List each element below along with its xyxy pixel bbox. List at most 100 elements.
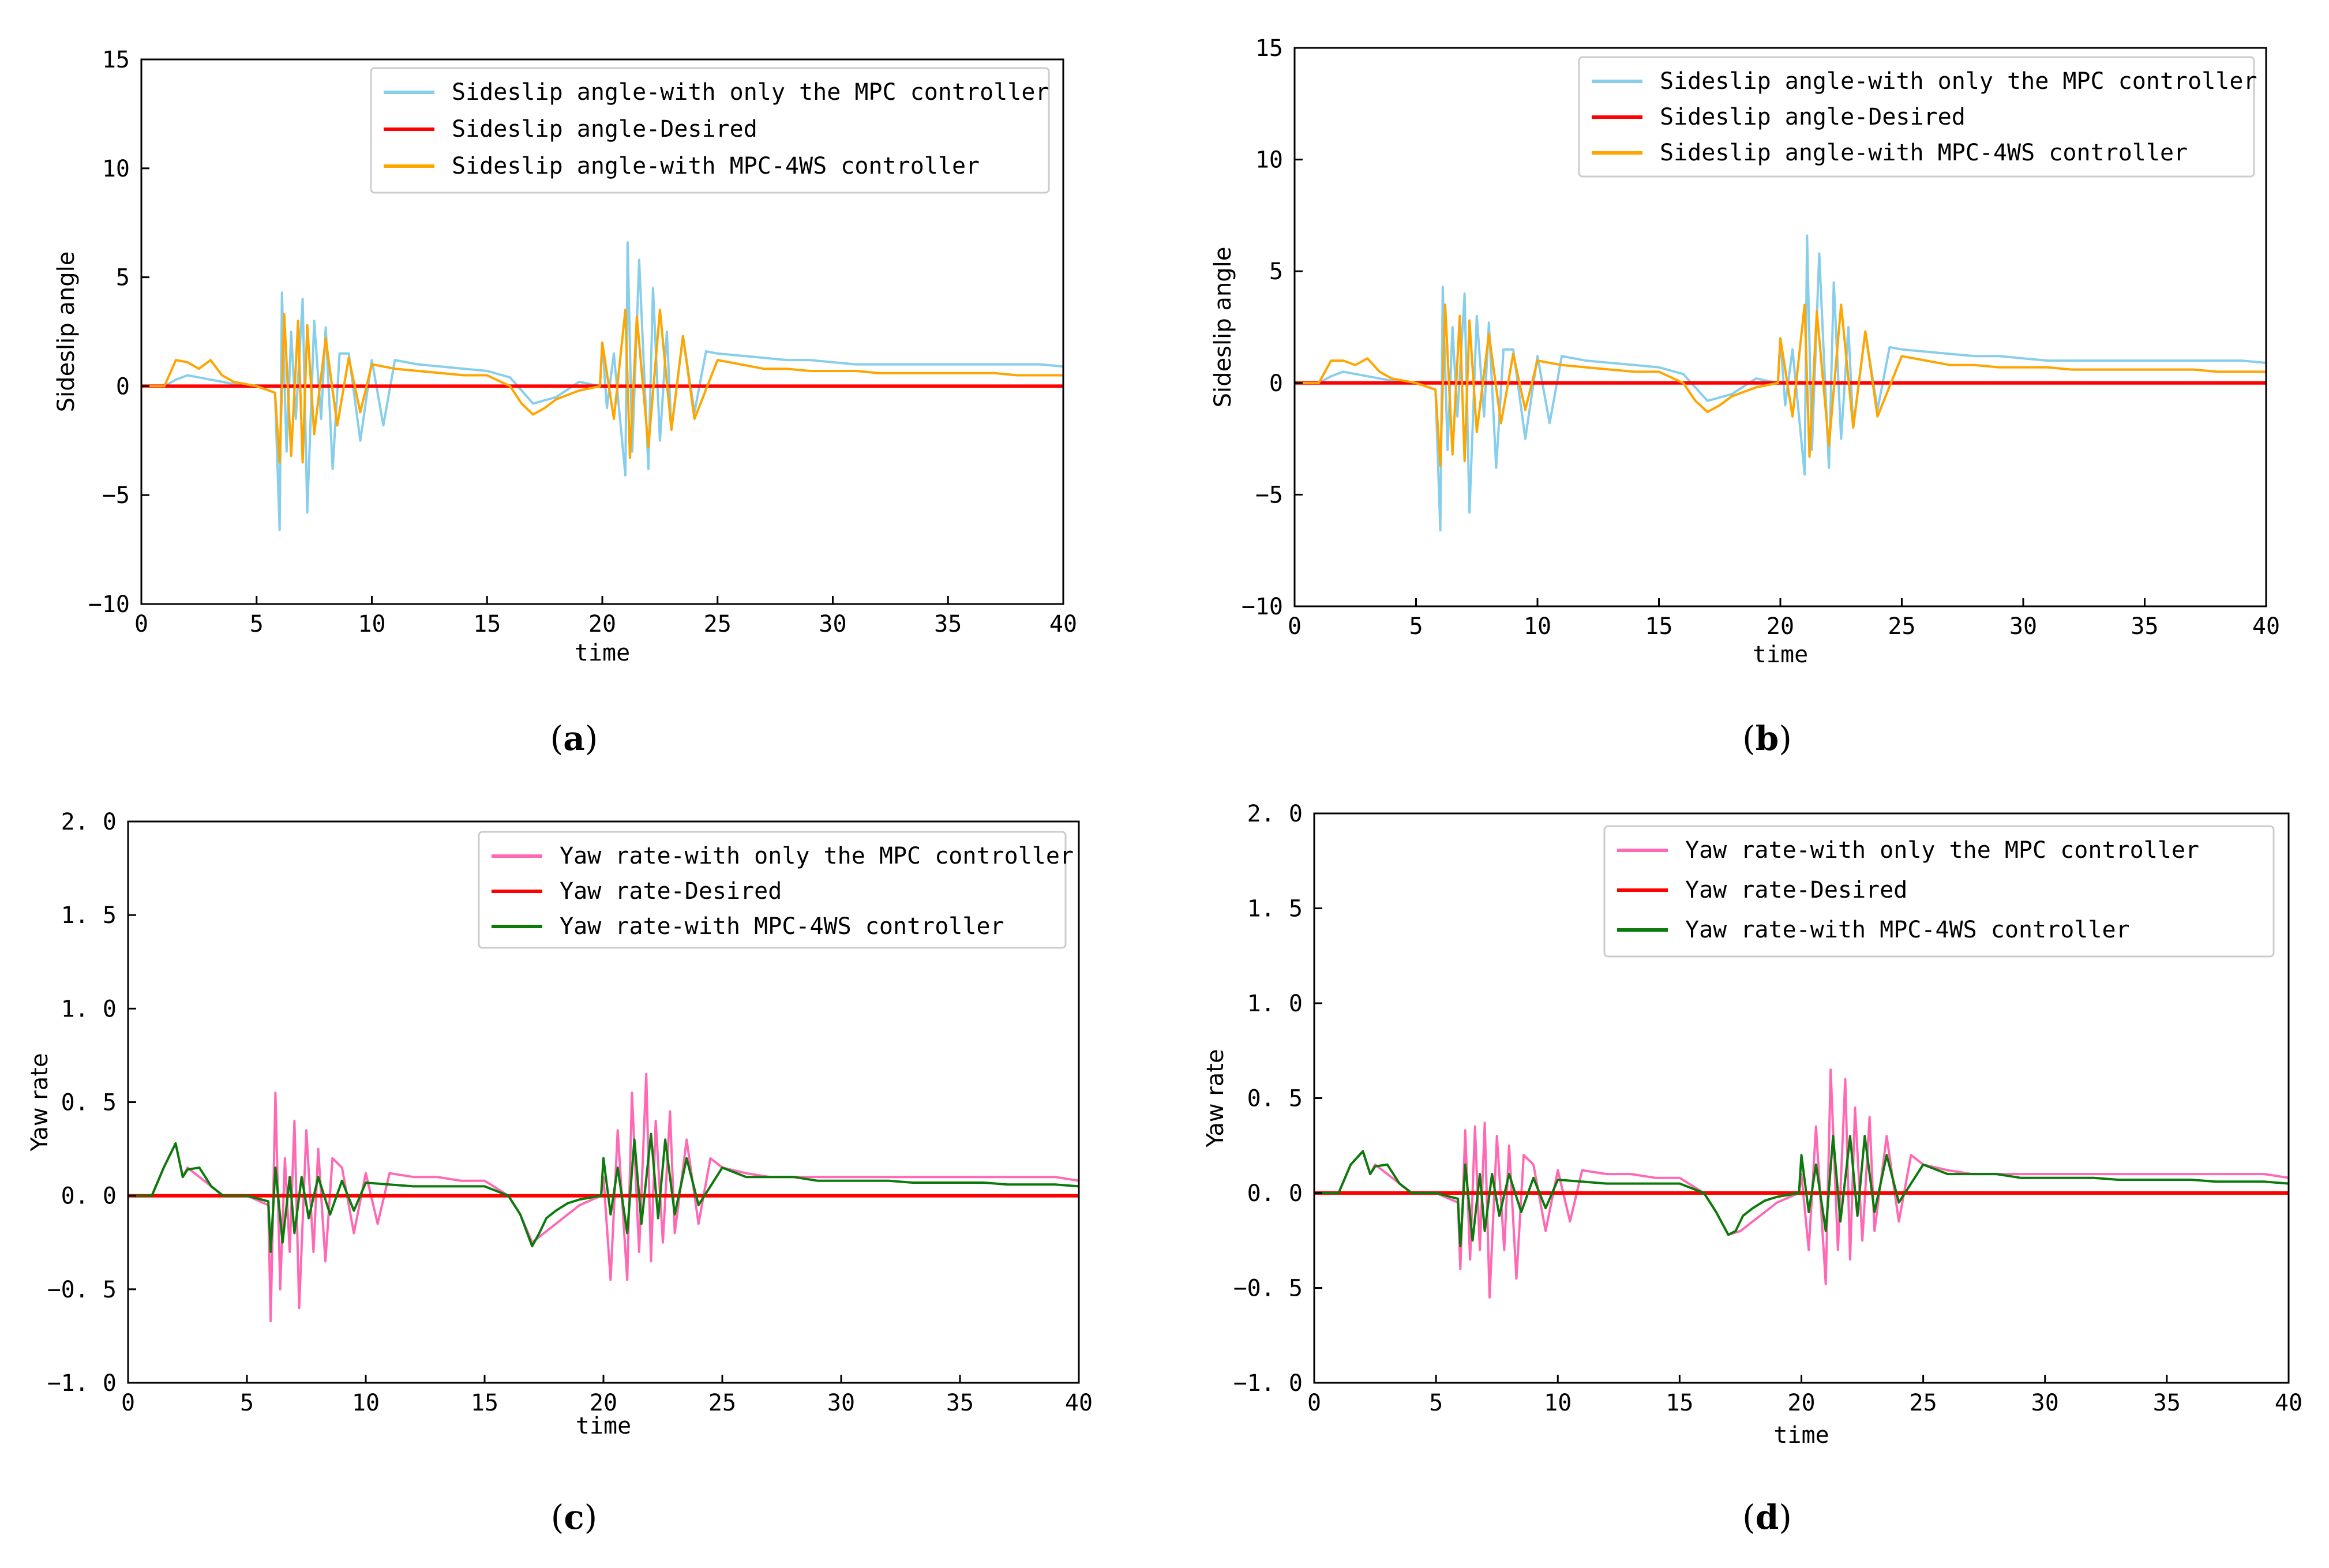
chart-panel-c: 0 5 10 15 20 25 30 35 40 2. 0 1. 5 1. 0 0. 5 0. 0 −0. … bbox=[27, 809, 1093, 1537]
x-tick-label: 35 bbox=[2131, 613, 2158, 640]
legend-box bbox=[370, 67, 1050, 194]
series-line-3 bbox=[1295, 303, 2266, 467]
y-tick-label: 0. 0 bbox=[1247, 1180, 1303, 1207]
legend-label: Yaw rate-Desired bbox=[1685, 877, 1907, 903]
x-tick-label: 40 bbox=[1065, 1390, 1093, 1416]
x-tick-label: 25 bbox=[704, 611, 732, 637]
y-tick-label: 1. 5 bbox=[61, 902, 117, 929]
legend-label: Sideslip angle-with only the MPC control… bbox=[452, 79, 1049, 106]
y-tick-label: −5 bbox=[102, 482, 130, 509]
x-tick-label: 25 bbox=[1910, 1390, 1937, 1416]
legend-label: Sideslip angle-with MPC-4WS controller bbox=[1660, 140, 2188, 166]
legend-label: Sideslip angle-with only the MPC control… bbox=[1660, 68, 2257, 95]
y-axis-label: Yaw rate bbox=[27, 1053, 53, 1151]
legend-label: Yaw rate-with only the MPC controller bbox=[560, 843, 1074, 869]
legend: Sideslip angle-with only the MPC control… bbox=[1578, 56, 2257, 178]
chart-panel-b: 0 5 10 15 20 25 30 35 40 15 10 5 0 −5 −10 time Sideslip … bbox=[1210, 35, 2280, 758]
x-tick-label: 20 bbox=[588, 611, 616, 637]
x-tick-label: 35 bbox=[946, 1390, 974, 1416]
x-tick-label: 35 bbox=[2153, 1390, 2181, 1416]
x-tick-label: 10 bbox=[358, 611, 385, 637]
legend-label: Yaw rate-with MPC-4WS controller bbox=[1685, 917, 2130, 943]
legend: Yaw rate-with only the MPC controller Yaw… bbox=[1603, 825, 2275, 958]
x-tick-label: 30 bbox=[819, 611, 846, 637]
y-tick-label: −10 bbox=[88, 591, 130, 618]
panel-caption: (c) bbox=[551, 1498, 598, 1537]
x-tick-label: 0 bbox=[121, 1390, 135, 1416]
x-tick-label: 5 bbox=[1429, 1390, 1443, 1416]
series-line-1 bbox=[141, 241, 1063, 531]
y-tick-label: 2. 0 bbox=[61, 809, 117, 835]
legend-label: Yaw rate-with only the MPC controller bbox=[1685, 837, 2199, 864]
chart-panel-d: 0 5 10 15 20 25 30 35 40 2. 0 1. 5 1. 0 0. 5 0. 0 −0. … bbox=[1202, 801, 2302, 1537]
x-axis-label: time bbox=[575, 640, 630, 666]
series-line-3 bbox=[1314, 1135, 2289, 1248]
x-tick-label: 0 bbox=[1288, 613, 1302, 640]
y-tick-label: −1. 0 bbox=[47, 1370, 117, 1397]
legend-box bbox=[1603, 825, 2275, 958]
series-line-3 bbox=[128, 1132, 1079, 1253]
y-tick-label: 1. 0 bbox=[1247, 991, 1303, 1017]
series-line-1 bbox=[1295, 234, 2266, 532]
y-tick-label: 10 bbox=[1255, 147, 1283, 174]
y-tick-label: 1. 0 bbox=[61, 996, 117, 1022]
y-tick-label: −1. 0 bbox=[1233, 1370, 1303, 1397]
legend: Yaw rate-with only the MPC controller Yaw… bbox=[478, 831, 1074, 949]
legend-label: Sideslip angle-Desired bbox=[1660, 104, 1966, 130]
panel-caption-letter: a bbox=[563, 719, 585, 758]
legend-label: Sideslip angle-Desired bbox=[452, 116, 757, 142]
y-tick-label: −10 bbox=[1242, 594, 1283, 620]
series-line-1 bbox=[128, 1072, 1079, 1322]
x-tick-label: 5 bbox=[1409, 613, 1423, 640]
y-tick-label: 0 bbox=[1269, 370, 1283, 397]
x-tick-label: 20 bbox=[1767, 613, 1794, 640]
x-tick-label: 15 bbox=[471, 1390, 498, 1416]
y-tick-label: 5 bbox=[1269, 258, 1283, 285]
x-tick-label: 30 bbox=[2031, 1390, 2059, 1416]
x-tick-label: 30 bbox=[2009, 613, 2037, 640]
x-tick-label: 25 bbox=[1888, 613, 1915, 640]
y-tick-label: 0. 5 bbox=[61, 1090, 117, 1116]
x-tick-label: 10 bbox=[1544, 1390, 1572, 1416]
x-tick-label: 15 bbox=[1645, 613, 1672, 640]
x-tick-label: 20 bbox=[1787, 1390, 1815, 1416]
panel-caption: (a) bbox=[550, 719, 598, 758]
x-tick-label: 0 bbox=[134, 611, 148, 637]
y-tick-label: 10 bbox=[102, 156, 130, 182]
legend-label: Yaw rate-Desired bbox=[560, 878, 782, 905]
y-tick-label: 1. 5 bbox=[1247, 896, 1303, 922]
y-tick-label: 15 bbox=[102, 47, 130, 73]
legend-label: Sideslip angle-with MPC-4WS controller bbox=[452, 153, 980, 179]
y-tick-label: 2. 0 bbox=[1247, 801, 1303, 827]
x-tick-label: 40 bbox=[1049, 611, 1077, 637]
x-tick-label: 5 bbox=[240, 1390, 254, 1416]
series-line-3 bbox=[141, 309, 1063, 464]
x-tick-label: 15 bbox=[1666, 1390, 1693, 1416]
x-tick-label: 20 bbox=[590, 1390, 617, 1416]
y-tick-label: −0. 5 bbox=[1233, 1276, 1303, 1302]
y-axis-label: Sideslip angle bbox=[1210, 247, 1236, 408]
x-axis-label: time bbox=[576, 1413, 631, 1439]
legend: Sideslip angle-with only the MPC control… bbox=[370, 67, 1050, 194]
x-axis-label: time bbox=[1753, 642, 1808, 668]
y-tick-label: 0. 0 bbox=[61, 1183, 117, 1210]
panel-caption: (d) bbox=[1742, 1498, 1792, 1537]
y-axis-label: Yaw rate bbox=[1202, 1049, 1229, 1147]
chart-panel-a: 0 5 10 15 20 25 30 35 40 15 10 5 0 −5 −10 time Sideslip … bbox=[53, 47, 1077, 758]
x-tick-label: 30 bbox=[827, 1390, 855, 1416]
x-tick-label: 25 bbox=[708, 1390, 736, 1416]
y-tick-label: 0. 5 bbox=[1247, 1086, 1303, 1112]
y-tick-label: −0. 5 bbox=[47, 1277, 117, 1303]
y-tick-label: −5 bbox=[1255, 482, 1283, 508]
y-axis-label: Sideslip angle bbox=[53, 252, 80, 412]
x-tick-label: 15 bbox=[473, 611, 501, 637]
panel-caption-letter: b bbox=[1756, 719, 1779, 758]
x-tick-label: 35 bbox=[934, 611, 962, 637]
legend-box bbox=[478, 831, 1067, 949]
x-tick-label: 5 bbox=[250, 611, 264, 637]
x-tick-label: 40 bbox=[2275, 1390, 2302, 1416]
y-tick-label: 0 bbox=[116, 373, 130, 400]
panel-caption: (b) bbox=[1742, 719, 1792, 758]
x-tick-label: 40 bbox=[2252, 613, 2280, 640]
